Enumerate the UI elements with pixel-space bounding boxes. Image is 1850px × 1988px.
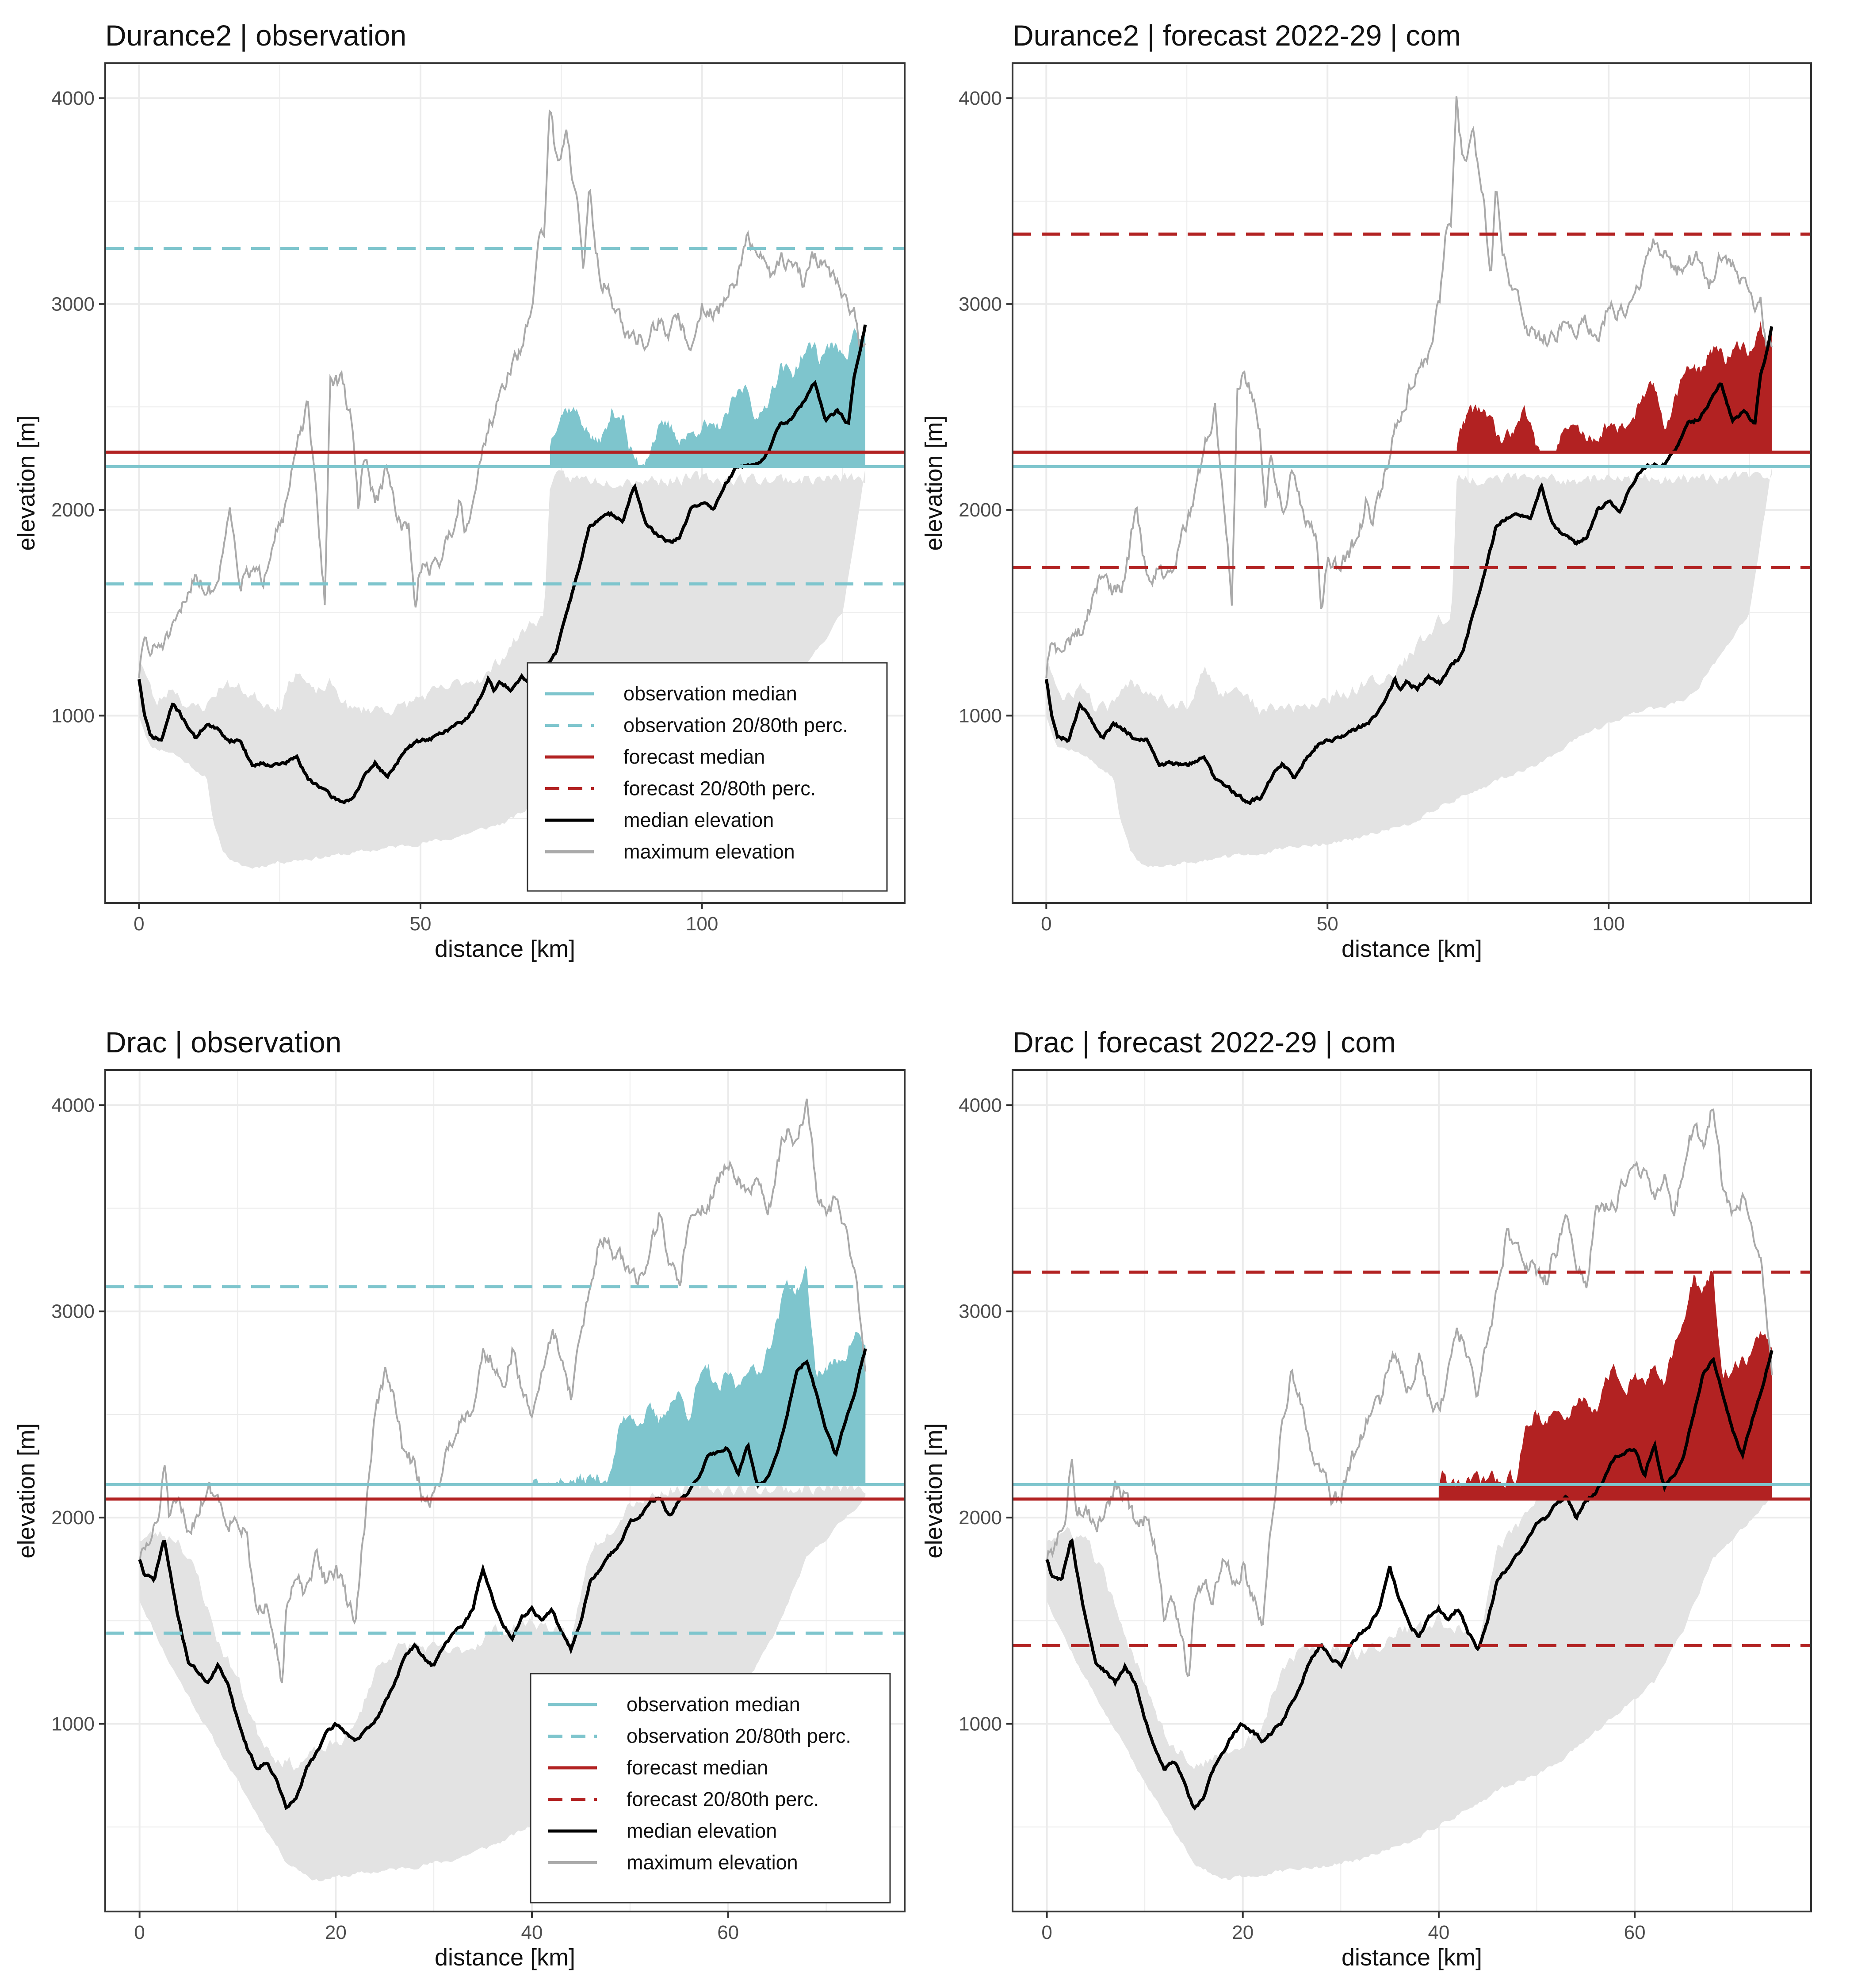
panel-1: 0 50 100 1000 2000 3000 4000 distance [km] eleva… — [13, 19, 906, 962]
panel-border — [1012, 1069, 1812, 1912]
y-axis-label: elevation [m] — [921, 415, 947, 551]
legend-label: observation median — [627, 1693, 800, 1716]
panel-border — [104, 62, 906, 904]
y-tick-label: 3000 — [959, 294, 1002, 315]
elevation-range-band — [1046, 468, 1772, 868]
elevation-range-band — [139, 1480, 866, 1881]
y-tick-label: 3000 — [51, 294, 95, 315]
legend-item: median elevation — [545, 809, 774, 831]
legend-label: maximum elevation — [623, 841, 795, 863]
legend-label: forecast median — [627, 1756, 768, 1779]
legend-item: forecast 20/80th perc. — [545, 777, 816, 800]
x-tick-label: 0 — [1041, 913, 1051, 935]
y-axis-label: elevation [m] — [921, 1423, 947, 1558]
y-tick-label: 4000 — [51, 1094, 95, 1116]
series-median-elevation — [1045, 1350, 1774, 1811]
x-axis-label: distance [km] — [1342, 936, 1482, 962]
panel-3: 0 20 40 60 1000 2000 3000 4000 distance [km] elev… — [13, 1026, 906, 1971]
elevation-range-band — [139, 468, 865, 869]
y-tick-label: 2000 — [959, 499, 1002, 521]
legend-box — [530, 1673, 891, 1904]
x-tick-label: 100 — [686, 913, 718, 935]
x-tick-label: 20 — [325, 1922, 347, 1943]
legend: observation median observation 20/80th pe… — [530, 1673, 891, 1904]
series-maximum-elevation — [138, 1098, 867, 1683]
series-maximum-elevation — [1045, 96, 1773, 678]
area-above-forecast-median — [1456, 320, 1772, 452]
y-tick-label: 3000 — [959, 1301, 1002, 1323]
y-tick-label: 2000 — [51, 1507, 95, 1529]
legend-label: forecast 20/80th perc. — [623, 777, 816, 800]
legend-item: maximum elevation — [545, 841, 795, 863]
legend-item: observation median — [548, 1693, 800, 1716]
legend-label: maximum elevation — [627, 1851, 798, 1874]
legend-label: forecast 20/80th perc. — [627, 1788, 819, 1811]
legend-label: observation 20/80th perc. — [627, 1725, 851, 1747]
y-tick-label: 1000 — [959, 1713, 1002, 1735]
panel-title: Durance2 | forecast 2022-29 | com — [1013, 19, 1461, 52]
y-tick-label: 1000 — [959, 705, 1002, 726]
x-tick-label: 40 — [1428, 1922, 1449, 1943]
elevation-range-band — [1047, 1481, 1772, 1881]
area-above-observation-median — [550, 328, 865, 467]
legend-item: forecast median — [548, 1756, 768, 1779]
x-axis-label: distance [km] — [1342, 1944, 1482, 1971]
legend-item: observation 20/80th perc. — [545, 714, 848, 737]
legend-item: forecast 20/80th perc. — [548, 1788, 819, 1811]
x-tick-label: 40 — [521, 1922, 543, 1943]
y-tick-label: 1000 — [51, 705, 95, 726]
panel-title: Durance2 | observation — [105, 19, 406, 52]
legend-label: observation median — [623, 682, 797, 705]
legend-item: observation median — [545, 682, 797, 705]
panel-2: 0 50 100 1000 2000 3000 4000 distance [km] eleva… — [921, 19, 1812, 962]
y-tick-label: 2000 — [959, 1507, 1002, 1529]
x-axis-label: distance [km] — [435, 936, 575, 962]
x-tick-label: 0 — [134, 913, 144, 935]
x-tick-label: 0 — [1041, 1922, 1052, 1943]
y-axis-label: elevation [m] — [13, 415, 40, 551]
legend-label: median elevation — [623, 809, 774, 831]
legend-item: forecast median — [545, 746, 765, 768]
panel-4: 0 20 40 60 1000 2000 3000 4000 distance [km] elev… — [921, 1026, 1812, 1971]
x-tick-label: 100 — [1592, 913, 1624, 935]
legend-label: forecast median — [623, 746, 765, 768]
panel-title: Drac | observation — [105, 1026, 341, 1059]
y-tick-label: 4000 — [51, 88, 95, 109]
x-tick-label: 0 — [134, 1922, 145, 1943]
legend-label: observation 20/80th perc. — [623, 714, 848, 737]
legend-item: median elevation — [548, 1820, 777, 1842]
panel-border — [1012, 62, 1812, 904]
panel-border — [104, 1069, 906, 1912]
x-tick-label: 60 — [1624, 1922, 1646, 1943]
x-axis-label: distance [km] — [435, 1944, 575, 1971]
x-tick-label: 50 — [1317, 913, 1338, 935]
x-tick-label: 20 — [1232, 1922, 1254, 1943]
y-axis-label: elevation [m] — [13, 1423, 40, 1558]
y-tick-label: 4000 — [959, 1094, 1002, 1116]
x-tick-label: 50 — [410, 913, 432, 935]
legend: observation median observation 20/80th pe… — [527, 662, 888, 892]
legend-label: median elevation — [627, 1820, 777, 1842]
y-tick-label: 2000 — [51, 499, 95, 521]
legend-item: maximum elevation — [548, 1851, 798, 1874]
legend-item: observation 20/80th perc. — [548, 1725, 851, 1747]
series-maximum-elevation — [138, 109, 866, 678]
x-tick-label: 60 — [717, 1922, 739, 1943]
y-tick-label: 1000 — [51, 1713, 95, 1735]
y-tick-label: 4000 — [959, 88, 1002, 109]
series-median-elevation — [138, 1348, 867, 1810]
panel-title: Drac | forecast 2022-29 | com — [1013, 1026, 1396, 1059]
series-maximum-elevation — [1046, 1108, 1773, 1677]
y-tick-label: 3000 — [51, 1301, 95, 1323]
